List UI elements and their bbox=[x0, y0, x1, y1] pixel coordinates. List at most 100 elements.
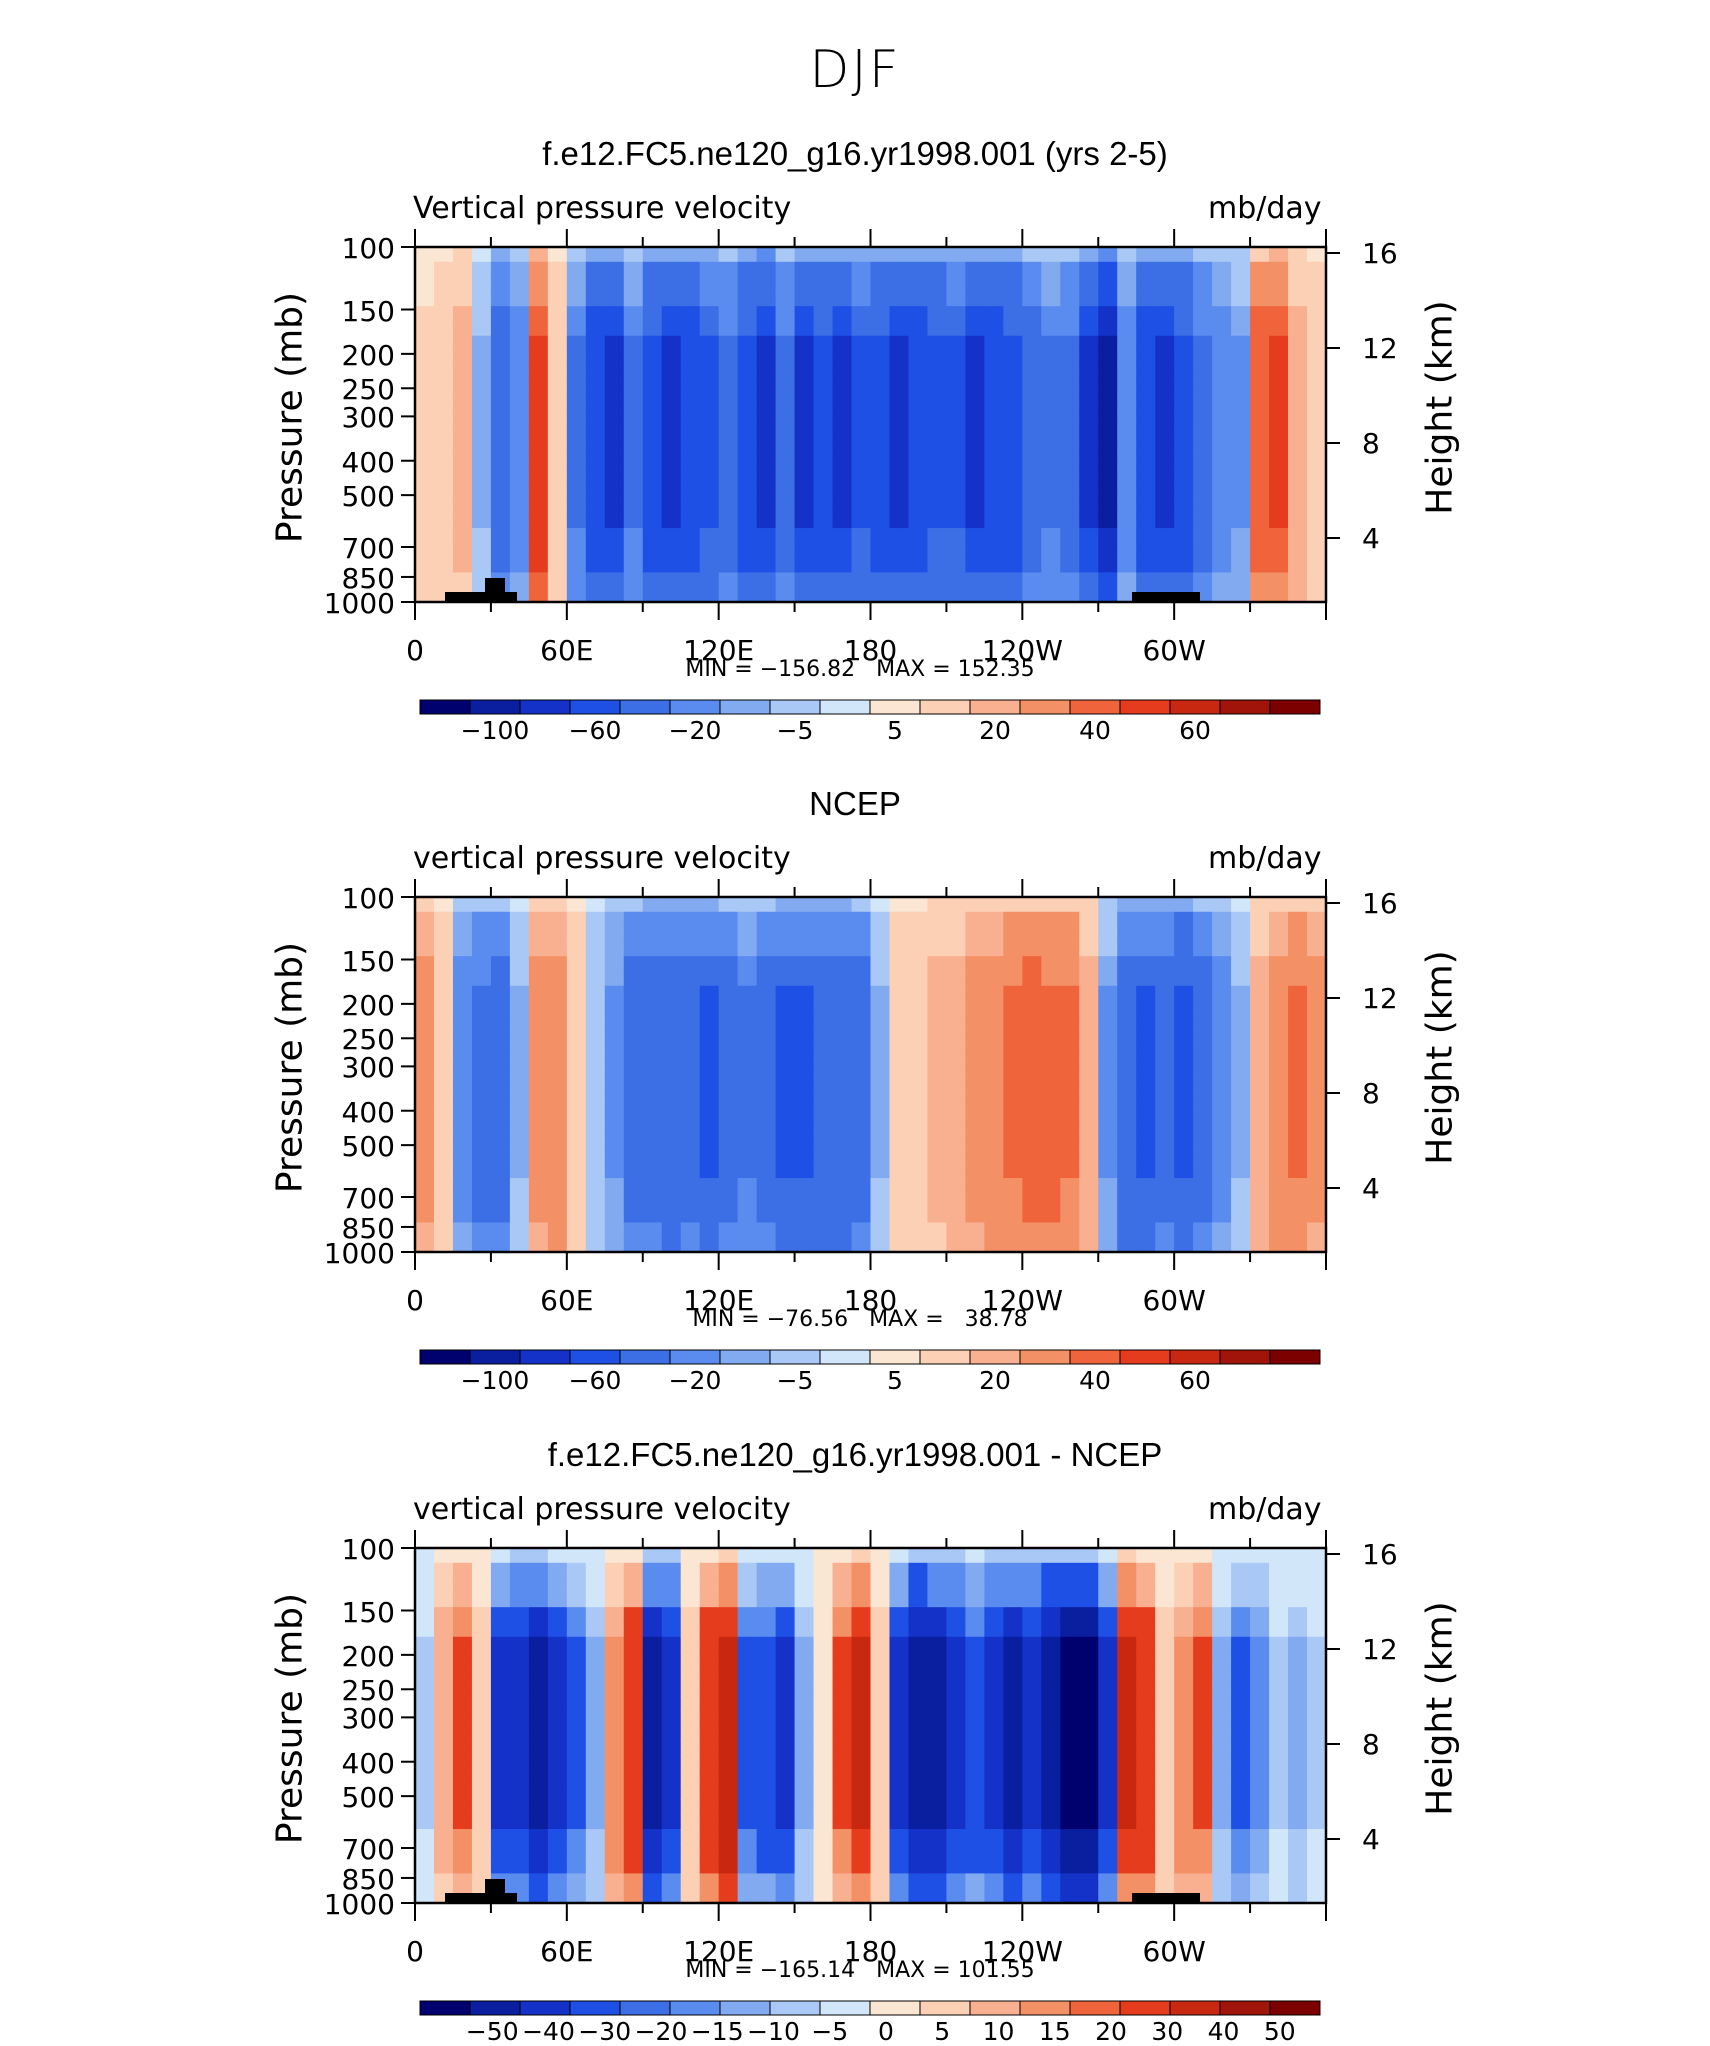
contour-cell bbox=[471, 409, 492, 426]
contour-cell bbox=[452, 424, 473, 440]
contour-cell bbox=[1003, 1562, 1023, 1579]
contour-cell bbox=[452, 483, 473, 500]
contour-cell bbox=[1003, 1133, 1023, 1150]
contour-cell bbox=[1307, 941, 1327, 957]
contour-cell bbox=[642, 1000, 663, 1016]
contour-cell bbox=[908, 1799, 929, 1815]
contour-cell bbox=[775, 1829, 796, 1845]
contour-cell bbox=[528, 468, 549, 485]
contour-cell bbox=[1288, 985, 1308, 1002]
contour-cell bbox=[415, 1192, 435, 1209]
contour-cell bbox=[1307, 1074, 1327, 1090]
contour-cell bbox=[756, 1873, 777, 1889]
contour-cell bbox=[794, 1148, 815, 1164]
contour-cell bbox=[452, 1607, 473, 1623]
contour-cell bbox=[661, 1562, 682, 1579]
contour-cell bbox=[965, 1814, 985, 1830]
contour-cell bbox=[604, 1237, 625, 1253]
contour-cell bbox=[870, 1562, 891, 1579]
contour-cell bbox=[415, 1148, 435, 1164]
contour-cell bbox=[509, 926, 530, 942]
contour-cell bbox=[699, 468, 720, 485]
contour-cell bbox=[1079, 1118, 1099, 1135]
contour-cell bbox=[851, 498, 872, 514]
contour-cell bbox=[452, 291, 473, 307]
contour-cell bbox=[585, 409, 606, 426]
contour-cell bbox=[1250, 1888, 1270, 1904]
contour-cell bbox=[1003, 1651, 1023, 1667]
contour-cell bbox=[1193, 1207, 1213, 1224]
contour-cell bbox=[946, 1636, 966, 1653]
contour-cell bbox=[1117, 394, 1137, 411]
contour-cell bbox=[1155, 335, 1175, 352]
contour-cell bbox=[756, 1104, 777, 1120]
contour-cell bbox=[566, 1858, 587, 1875]
contour-cell bbox=[566, 1888, 587, 1904]
contour-cell bbox=[1155, 1059, 1175, 1076]
contour-cell bbox=[851, 1725, 872, 1741]
contour-cell bbox=[528, 1858, 549, 1875]
contour-cell bbox=[490, 897, 511, 913]
contour-cell bbox=[528, 1074, 549, 1090]
contour-cell bbox=[1117, 276, 1137, 292]
contour-cell bbox=[1212, 1577, 1232, 1593]
contour-cell bbox=[1003, 291, 1023, 307]
contour-cell bbox=[1288, 468, 1308, 485]
contour-cell bbox=[1269, 291, 1289, 307]
contour-cell bbox=[1003, 424, 1023, 440]
contour-cell bbox=[528, 498, 549, 514]
contour-cell bbox=[851, 454, 872, 470]
colorbar-swatch bbox=[819, 2000, 871, 2016]
contour-cell bbox=[680, 911, 701, 928]
contour-cell bbox=[927, 1621, 948, 1638]
contour-cell bbox=[775, 587, 796, 603]
contour-cell bbox=[889, 1044, 910, 1061]
contour-cell bbox=[1307, 1015, 1327, 1031]
contour-cell bbox=[1155, 1222, 1175, 1238]
contour-cell bbox=[908, 1562, 929, 1579]
colorbar-swatch bbox=[669, 699, 721, 715]
contour-cell bbox=[851, 1089, 872, 1105]
colorbar-swatch bbox=[919, 699, 971, 715]
contour-cell bbox=[604, 1015, 625, 1031]
contour-cell bbox=[585, 424, 606, 440]
contour-cell bbox=[604, 557, 625, 574]
contour-cell bbox=[1136, 483, 1156, 500]
contour-cell bbox=[718, 1562, 739, 1579]
contour-cell bbox=[1079, 365, 1099, 381]
contour-cell bbox=[642, 1577, 663, 1593]
contour-cell bbox=[775, 1725, 796, 1741]
contour-cell bbox=[623, 1148, 644, 1164]
contour-cell bbox=[851, 557, 872, 574]
colorbar-swatch bbox=[569, 1349, 621, 1365]
contour-cell bbox=[775, 1888, 796, 1904]
contour-cell bbox=[1307, 1148, 1327, 1164]
contour-cell bbox=[775, 1192, 796, 1209]
y-tick-label: 1000 bbox=[323, 587, 395, 620]
contour-cell bbox=[642, 1666, 663, 1682]
contour-cell bbox=[794, 1562, 815, 1579]
contour-cell bbox=[528, 926, 549, 942]
contour-cell bbox=[1117, 291, 1137, 307]
contour-cell bbox=[927, 1030, 948, 1046]
colorbar-swatch bbox=[469, 1349, 521, 1365]
contour-cell bbox=[1079, 1607, 1099, 1623]
contour-cell bbox=[699, 1074, 720, 1090]
contour-cell bbox=[1307, 468, 1327, 485]
contour-cell bbox=[452, 1725, 473, 1741]
contour-cell bbox=[585, 1769, 606, 1786]
colorbar-label: 5 bbox=[887, 1366, 903, 1395]
contour-cell bbox=[965, 1740, 985, 1756]
contour-cell bbox=[718, 454, 739, 470]
contour-cell bbox=[471, 1636, 492, 1653]
contour-cell bbox=[585, 1548, 606, 1564]
contour-cell bbox=[433, 498, 454, 514]
contour-cell bbox=[699, 1725, 720, 1741]
contour-cell bbox=[623, 1192, 644, 1209]
contour-cell bbox=[623, 276, 644, 292]
contour-cell bbox=[1022, 542, 1042, 559]
contour-cell bbox=[1193, 970, 1213, 987]
contour-cell bbox=[756, 261, 777, 278]
contour-cell bbox=[585, 1710, 606, 1727]
contour-cell bbox=[1288, 350, 1308, 366]
